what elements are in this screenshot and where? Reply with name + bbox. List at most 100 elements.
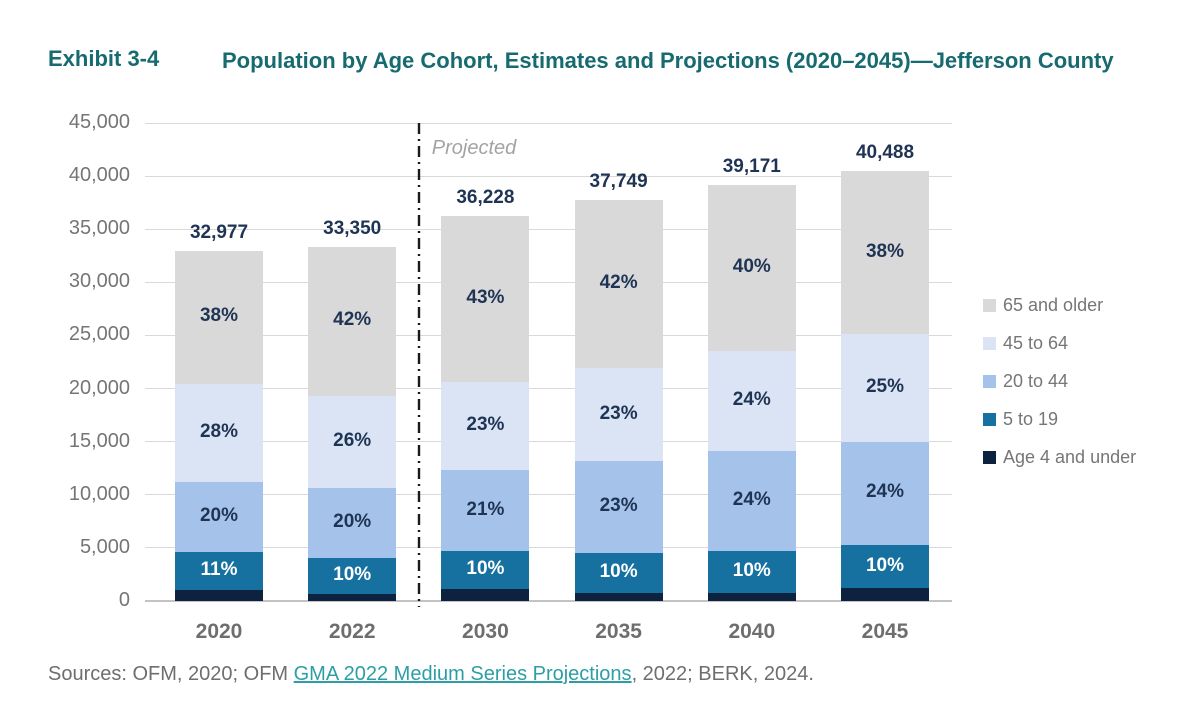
x-axis-label: 2020	[195, 620, 243, 643]
bar-segment-65-and-older	[841, 170, 929, 335]
legend-item: 65 and older	[983, 286, 1136, 324]
legend-item: Age 4 and under	[983, 438, 1136, 476]
bar-percent-label: 11%	[200, 559, 238, 581]
y-axis-label: 40,000	[68, 164, 130, 187]
x-axis-label: 2030	[462, 620, 509, 643]
y-axis-label: 35,000	[68, 217, 130, 240]
bar-segment-45-to-64	[175, 383, 263, 482]
gridline	[145, 547, 952, 549]
bar-percent-label: 21%	[466, 498, 505, 520]
bar-segment-5-to-19	[308, 558, 397, 594]
legend-item: 5 to 19	[983, 400, 1136, 438]
source-link[interactable]: GMA 2022 Medium Series Projections	[293, 663, 632, 685]
y-axis-label: 30,000	[68, 270, 130, 293]
bar-segment-20-to-44	[308, 487, 397, 559]
bar-total-label: 37,749	[589, 171, 648, 193]
bar-segment-65-and-older	[175, 250, 263, 384]
projected-divider-line	[417, 123, 420, 607]
y-axis-label: 5,000	[79, 535, 130, 558]
legend-swatch-icon	[983, 336, 996, 350]
bar-segment-5-to-19	[175, 551, 263, 591]
bar-segment-45-to-64	[308, 395, 397, 488]
bar-segment-age-4-and-under	[707, 592, 796, 601]
y-axis-label: 45,000	[68, 111, 130, 133]
y-axis-label: 15,000	[68, 429, 130, 452]
bar-percent-label: 20%	[199, 504, 239, 526]
bar-percent-label: 42%	[333, 309, 372, 331]
bar-percent-label: 24%	[865, 481, 905, 503]
bar-segment-age-4-and-under	[175, 590, 263, 601]
legend-label: 45 to 64	[1003, 332, 1069, 353]
bar-segment-5-to-19	[707, 551, 796, 593]
bar-segment-45-to-64	[841, 334, 929, 442]
bar-segment-45-to-64	[707, 351, 796, 452]
bar-percent-label: 24%	[732, 489, 771, 511]
bar-total-label: 40,488	[855, 141, 915, 163]
bar-percent-label: 38%	[865, 240, 905, 262]
bar-percent-label: 10%	[466, 558, 505, 580]
bar-segment-age-4-and-under	[574, 592, 663, 601]
bar-segment-65-and-older	[441, 216, 530, 382]
bar-total-label: 36,228	[456, 187, 515, 209]
bar-segment-age-4-and-under	[841, 588, 929, 601]
bar-segment-20-to-44	[574, 460, 663, 553]
bar-segment-20-to-44	[175, 481, 263, 552]
gridline	[145, 334, 952, 336]
bar-total-label: 39,171	[722, 155, 781, 177]
legend-item: 20 to 44	[983, 362, 1136, 400]
legend-swatch-icon	[983, 298, 996, 312]
bar-segment-5-to-19	[574, 552, 663, 593]
bar-percent-label: 23%	[599, 494, 638, 516]
bar-segment-20-to-44	[707, 451, 796, 552]
bar-percent-label: 10%	[732, 559, 771, 581]
bar-segment-65-and-older	[707, 184, 796, 352]
gridline	[145, 122, 952, 124]
bar-segment-5-to-19	[841, 545, 929, 589]
bar-segment-20-to-44	[841, 441, 929, 546]
legend-label: Age 4 and under	[1003, 446, 1137, 467]
bar-percent-label: 10%	[865, 554, 905, 576]
gridline	[145, 281, 952, 283]
x-axis-line	[145, 600, 952, 602]
gridline	[145, 388, 952, 390]
bar-segment-age-4-and-under	[441, 589, 530, 601]
exhibit-label: Exhibit 3-4	[48, 46, 160, 71]
legend-swatch-icon	[983, 412, 996, 426]
legend-swatch-icon	[983, 374, 996, 388]
bar-segment-65-and-older	[308, 246, 397, 396]
projected-annotation: Projected	[431, 137, 517, 159]
x-axis-label: 2035	[595, 620, 642, 643]
legend-item: 45 to 64	[983, 324, 1136, 362]
bar-total-label: 32,977	[189, 221, 249, 243]
x-axis-label: 2045	[861, 620, 909, 643]
x-axis-label: 2022	[328, 620, 376, 643]
gridline	[145, 441, 952, 443]
source-prefix: Sources: OFM, 2020; OFM	[48, 663, 294, 685]
legend-label: 65 and older	[1003, 294, 1104, 315]
gridline	[145, 228, 952, 230]
y-axis-label: 25,000	[68, 323, 130, 346]
legend-label: 20 to 44	[1003, 370, 1069, 391]
source-suffix: , 2022; BERK, 2024.	[631, 663, 814, 685]
y-axis-label: 20,000	[68, 376, 130, 399]
bar-percent-label: 26%	[333, 429, 372, 451]
bar-percent-label: 24%	[732, 389, 771, 411]
bar-percent-label: 10%	[599, 560, 638, 582]
y-axis-label: 0	[118, 589, 130, 611]
bar-percent-label: 25%	[865, 376, 905, 398]
chart-title: Population by Age Cohort, Estimates and …	[222, 48, 1114, 73]
bar-percent-label: 28%	[199, 420, 239, 442]
chart-legend: 65 and older 45 to 64 20 to 44 5 to 19 Age 4…	[983, 286, 1136, 476]
bar-segment-45-to-64	[574, 368, 663, 461]
bar-percent-label: 20%	[333, 511, 372, 533]
gridline	[145, 175, 952, 177]
bar-percent-label: 38%	[199, 305, 239, 327]
bar-segment-65-and-older	[574, 200, 663, 369]
bar-segment-5-to-19	[441, 550, 530, 590]
y-axis-label: 10,000	[68, 482, 130, 505]
x-axis-label: 2040	[728, 620, 776, 643]
legend-label: 5 to 19	[1003, 408, 1059, 429]
gridline	[145, 494, 952, 496]
